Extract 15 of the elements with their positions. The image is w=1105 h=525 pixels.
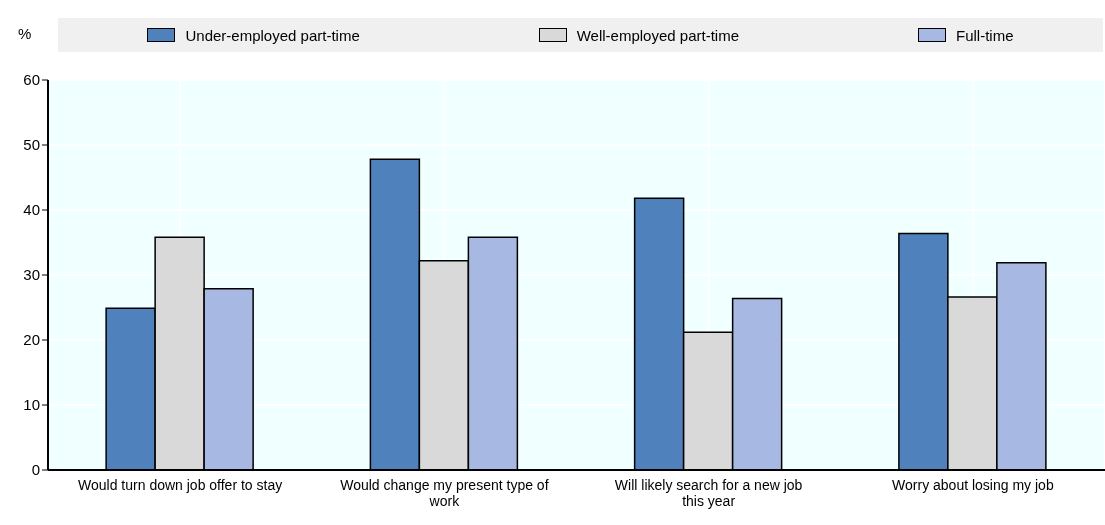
y-tick-label: 20: [23, 331, 40, 349]
legend-label: Well-employed part-time: [576, 26, 739, 44]
y-axis-title: %: [18, 25, 32, 42]
y-tick-label: 30: [23, 266, 40, 284]
legend-label: Under-employed part-time: [185, 26, 360, 44]
legend-label: Full-time: [955, 26, 1014, 44]
y-tick-label: 0: [31, 461, 40, 479]
x-tick-label: Worry about losing my job: [892, 477, 1054, 493]
y-tick-label: 60: [23, 71, 40, 89]
y-tick-label: 50: [23, 136, 40, 154]
x-tick-label: Will likely search for a new job this year: [614, 477, 803, 509]
y-tick-label: 40: [23, 201, 40, 219]
x-tick-label: Would turn down job offer to stay: [78, 477, 283, 493]
x-tick-label: Would change my present type of work: [340, 477, 549, 509]
y-tick-label: 10: [23, 396, 40, 414]
